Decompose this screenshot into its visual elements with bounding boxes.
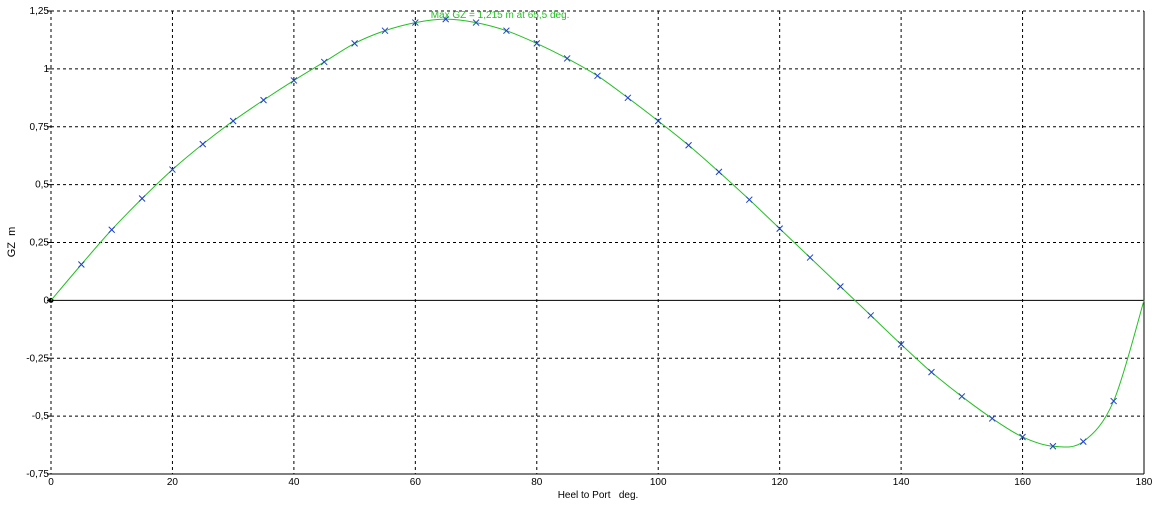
data-point-marker — [78, 261, 85, 268]
data-point-marker — [411, 19, 419, 26]
data-point-marker — [381, 27, 389, 35]
data-point-marker — [563, 55, 571, 62]
axis-layer — [47, 10, 1145, 475]
data-point-marker — [654, 117, 662, 125]
data-point-marker — [1079, 438, 1087, 445]
data-point-marker — [715, 168, 723, 176]
y-tick-label: -0,5 — [32, 411, 50, 422]
data-point-marker — [988, 415, 996, 422]
x-tick-label: 60 — [410, 477, 422, 488]
data-point-marker — [260, 96, 267, 104]
x-tick-label: 120 — [771, 477, 788, 488]
data-point-marker — [503, 27, 510, 35]
grid-layer — [51, 10, 1144, 474]
data-point-marker — [928, 368, 935, 376]
data-point-marker — [199, 140, 207, 148]
data-point-marker — [169, 166, 176, 173]
y-tick-label: -0,75 — [26, 469, 49, 480]
max-gz-annotation: Max GZ = 1,215 m at 65,5 deg. — [431, 10, 570, 21]
data-point-marker — [958, 393, 966, 400]
data-point-marker — [290, 77, 298, 84]
y-tick-label: 0 — [43, 295, 49, 306]
data-point-marker — [776, 225, 784, 232]
data-point-marker — [229, 117, 237, 125]
data-point-marker — [108, 226, 116, 234]
data-point-marker — [685, 141, 692, 149]
data-point-marker — [1019, 433, 1026, 441]
data-point-marker — [320, 58, 328, 66]
data-point-marker — [533, 40, 541, 47]
data-point-marker — [745, 196, 753, 204]
x-tick-label: 40 — [288, 477, 300, 488]
data-point-marker — [624, 94, 632, 102]
x-tick-label: 80 — [531, 477, 543, 488]
data-point-marker — [1110, 397, 1117, 405]
y-tick-label: 0,5 — [35, 180, 49, 191]
marker-layer — [78, 15, 1117, 450]
tick-label-layer: 0 20 40 60 80 100 120 140 160 180 -0,75 -0,5 -0,25 0 0… — [26, 6, 1153, 488]
data-point-marker — [867, 312, 875, 319]
data-point-marker — [806, 254, 814, 261]
y-axis-label: GZ m — [6, 227, 18, 258]
y-tick-label: 0,75 — [30, 122, 50, 133]
x-tick-label: 20 — [167, 477, 179, 488]
x-axis-label: Heel to Port deg. — [558, 490, 639, 501]
data-point-marker — [1049, 442, 1057, 450]
x-tick-label: 100 — [650, 477, 667, 488]
x-tick-label: 160 — [1014, 477, 1031, 488]
y-tick-label: 0,25 — [30, 238, 50, 249]
data-point-marker — [594, 72, 601, 80]
data-point-marker — [897, 341, 905, 348]
data-point-marker — [442, 15, 450, 23]
y-tick-label: 1,25 — [30, 6, 50, 17]
data-point-marker — [351, 40, 358, 47]
x-tick-label: 180 — [1136, 477, 1153, 488]
data-point-marker — [837, 283, 844, 290]
x-tick-label: 0 — [48, 477, 54, 488]
y-tick-label: 1 — [43, 64, 49, 75]
data-point-marker — [138, 195, 146, 202]
y-tick-label: -0,25 — [26, 353, 49, 364]
x-tick-label: 140 — [893, 477, 910, 488]
data-point-marker — [472, 19, 480, 26]
